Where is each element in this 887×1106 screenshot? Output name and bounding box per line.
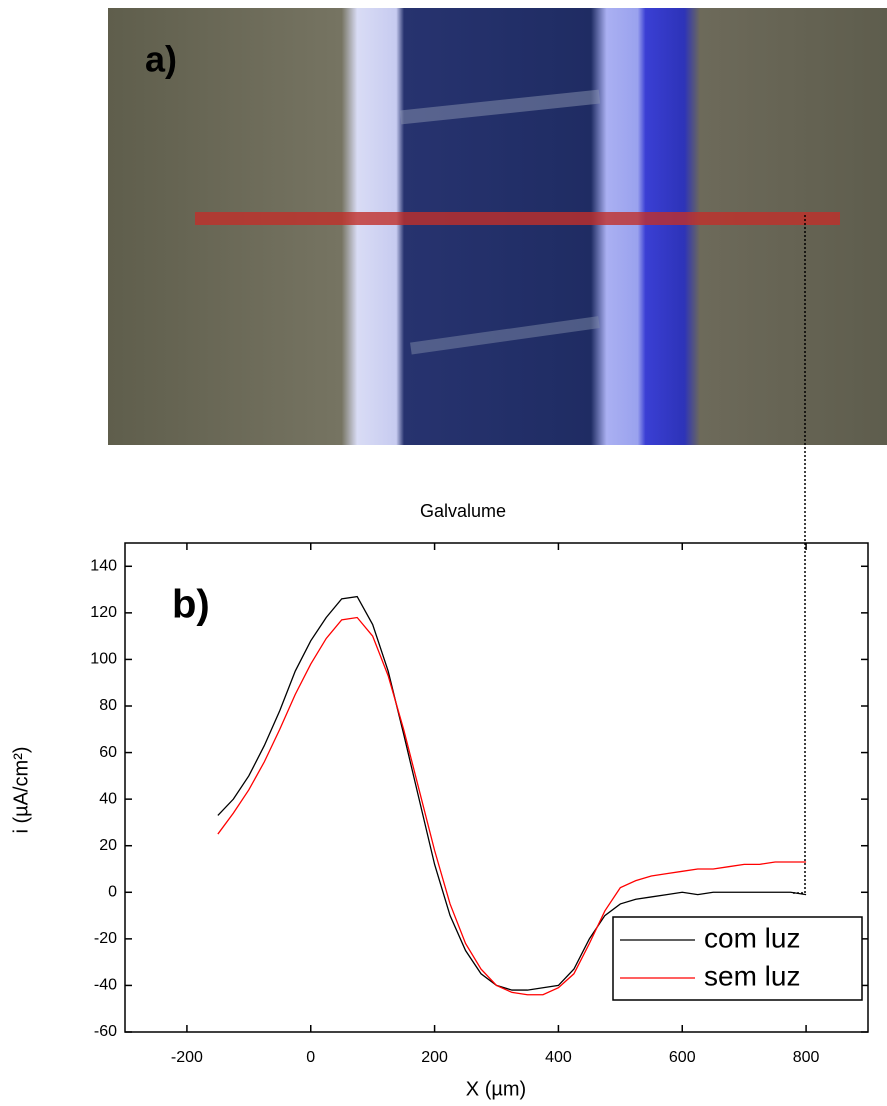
x-tick-label: 800 bbox=[793, 1049, 820, 1066]
chart-title: Galvalume bbox=[420, 501, 506, 521]
photo-detail bbox=[399, 89, 601, 125]
y-tick-label: -40 bbox=[94, 977, 117, 994]
y-tick-label: 0 bbox=[108, 884, 117, 901]
y-tick-label: -20 bbox=[94, 930, 117, 947]
legend-label: com luz bbox=[704, 922, 800, 953]
y-tick-label: 40 bbox=[99, 790, 117, 807]
dotted-connector bbox=[792, 215, 806, 894]
legend-box bbox=[612, 916, 863, 1001]
photo-image bbox=[108, 8, 887, 445]
y-tick-label: 80 bbox=[99, 697, 117, 714]
y-tick-label: 100 bbox=[90, 651, 117, 668]
data-line bbox=[217, 595, 807, 991]
plot-frame bbox=[124, 542, 869, 1033]
x-tick-label: 0 bbox=[306, 1049, 315, 1066]
y-tick-label: 60 bbox=[99, 744, 117, 761]
panel-label: b) bbox=[172, 583, 210, 627]
photo: a) bbox=[108, 8, 887, 445]
x-tick-label: 600 bbox=[669, 1049, 696, 1066]
y-tick-label: 120 bbox=[90, 604, 117, 621]
photo-detail bbox=[410, 316, 600, 355]
x-tick-label: -200 bbox=[171, 1049, 203, 1066]
x-tick-label: 200 bbox=[421, 1049, 448, 1066]
x-tick-label: 400 bbox=[545, 1049, 572, 1066]
data-line bbox=[217, 616, 807, 996]
legend-label: sem luz bbox=[704, 960, 800, 991]
x-axis-label: X (µm) bbox=[466, 1078, 526, 1100]
y-axis-label: i (µA/cm²) bbox=[10, 746, 32, 833]
scan-line bbox=[195, 212, 840, 225]
panel-label: a) bbox=[145, 39, 177, 80]
y-tick-label: 140 bbox=[90, 558, 117, 575]
y-tick-label: -60 bbox=[94, 1023, 117, 1040]
y-tick-label: 20 bbox=[99, 837, 117, 854]
